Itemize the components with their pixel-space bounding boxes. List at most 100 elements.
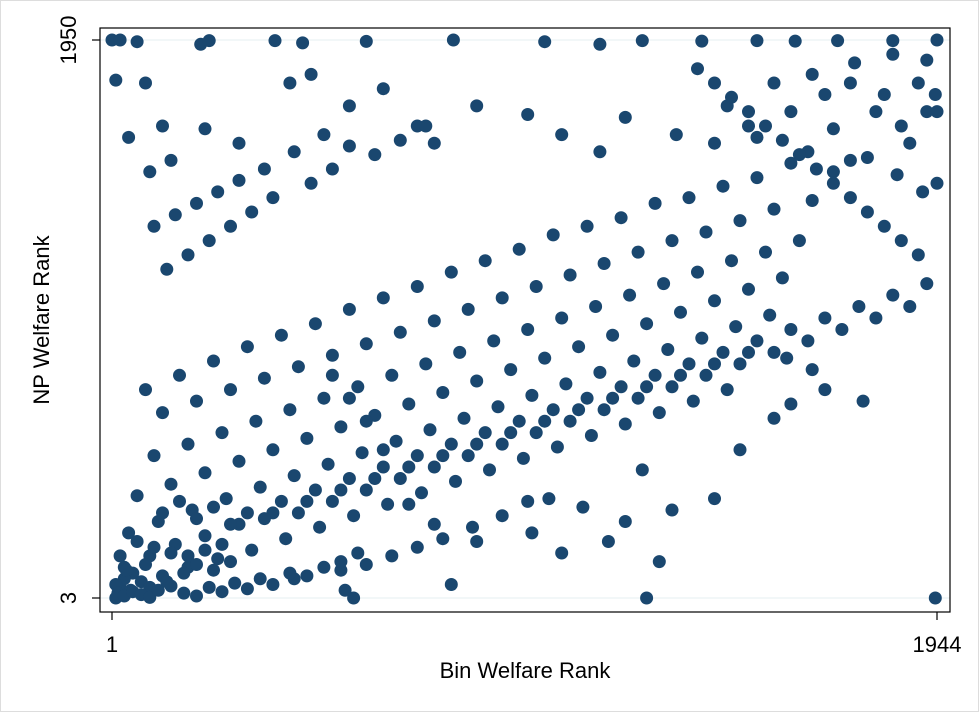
- scatter-point: [402, 497, 416, 511]
- scatter-point: [308, 483, 322, 497]
- scatter-point: [775, 271, 789, 285]
- scatter-point: [457, 411, 471, 425]
- scatter-point: [708, 136, 721, 150]
- scatter-point: [228, 576, 242, 590]
- scatter-point: [546, 228, 560, 242]
- scatter-point: [453, 345, 467, 359]
- scatter-point: [381, 497, 395, 511]
- scatter-point: [550, 440, 564, 454]
- scatter-point: [338, 583, 352, 597]
- scatter-point: [113, 549, 127, 563]
- scatter-point: [788, 34, 802, 48]
- scatter-point: [257, 371, 271, 385]
- scatter-point: [661, 343, 675, 356]
- scatter-point: [521, 323, 535, 336]
- scatter-point: [181, 549, 195, 563]
- scatter-point: [376, 82, 390, 96]
- scatter-point: [202, 580, 216, 594]
- scatter-point: [635, 34, 649, 48]
- scatter-point: [516, 451, 530, 465]
- scatter-point: [224, 517, 237, 531]
- scatter-point: [198, 122, 212, 136]
- scatter-point: [139, 558, 152, 571]
- scatter-point: [674, 305, 687, 319]
- scatter-point: [321, 457, 335, 471]
- scatter-point: [342, 391, 356, 405]
- scatter-point: [546, 403, 560, 417]
- scatter-point: [410, 540, 424, 554]
- scatter-point: [877, 219, 891, 233]
- scatter-point: [572, 403, 586, 417]
- scatter-point: [618, 417, 632, 431]
- scatter-point: [449, 474, 462, 488]
- scatter-point: [538, 351, 552, 365]
- plot-frame: [99, 27, 951, 613]
- scatter-point: [521, 494, 535, 508]
- scatter-point: [930, 33, 944, 47]
- scatter-point: [792, 148, 806, 162]
- scatter-point: [147, 449, 161, 463]
- scatter-point: [359, 558, 373, 571]
- scatter-point: [495, 291, 509, 305]
- scatter-point: [856, 394, 870, 408]
- scatter-point: [818, 383, 832, 397]
- scatter-point: [682, 191, 696, 205]
- scatter-point: [529, 426, 543, 440]
- scatter-point: [181, 248, 195, 262]
- scatter-point: [274, 328, 288, 342]
- scatter-point: [886, 47, 900, 61]
- scatter-point: [211, 552, 225, 566]
- scatter-point: [300, 494, 314, 508]
- scatter-point: [334, 420, 348, 434]
- scatter-point: [708, 357, 721, 371]
- scatter-point: [750, 130, 764, 144]
- scatter-point: [113, 33, 127, 47]
- scatter-point: [894, 119, 908, 133]
- scatter-point: [168, 208, 182, 222]
- scatter-point: [347, 509, 361, 523]
- scatter-point: [304, 67, 318, 81]
- scatter-point: [733, 214, 747, 228]
- scatter-point: [266, 443, 280, 457]
- scatter-point: [232, 454, 246, 468]
- scatter-point: [512, 242, 526, 256]
- scatter-point: [742, 119, 755, 133]
- scatter-point: [389, 434, 403, 448]
- x-tick-label-1: 1944: [913, 632, 962, 657]
- scatter-point: [402, 460, 416, 474]
- scatter-point: [767, 411, 781, 425]
- scatter-point: [708, 76, 721, 90]
- scatter-point: [831, 34, 845, 48]
- scatter-point: [640, 380, 654, 394]
- scatter-point: [419, 357, 433, 371]
- scatter-point: [652, 555, 666, 569]
- scatter-point: [597, 403, 611, 417]
- scatter-point: [444, 437, 458, 451]
- scatter-point: [555, 546, 569, 560]
- scatter-point: [240, 582, 254, 596]
- scatter-point: [253, 572, 267, 586]
- scatter-point: [627, 354, 641, 368]
- scatter-point: [283, 403, 297, 417]
- scatter-point: [470, 374, 484, 388]
- scatter-point: [410, 280, 424, 293]
- scatter-point: [190, 589, 203, 603]
- scatter-point: [606, 328, 620, 342]
- scatter-point: [648, 368, 662, 382]
- scatter-point: [491, 400, 505, 414]
- scatter-point: [173, 494, 186, 508]
- scatter-point: [930, 105, 944, 119]
- scatter-point: [177, 566, 191, 580]
- scatter-point: [682, 357, 696, 371]
- scatter-point: [601, 535, 615, 548]
- scatter-point: [461, 449, 475, 463]
- scatter-point: [393, 472, 407, 485]
- scatter-point: [716, 179, 730, 193]
- scatter-point: [818, 88, 832, 101]
- scatter-point: [767, 202, 781, 216]
- scatter-point: [232, 136, 246, 150]
- scatter-point: [538, 414, 552, 428]
- scatter-point: [283, 566, 297, 580]
- scatter-point: [385, 368, 399, 382]
